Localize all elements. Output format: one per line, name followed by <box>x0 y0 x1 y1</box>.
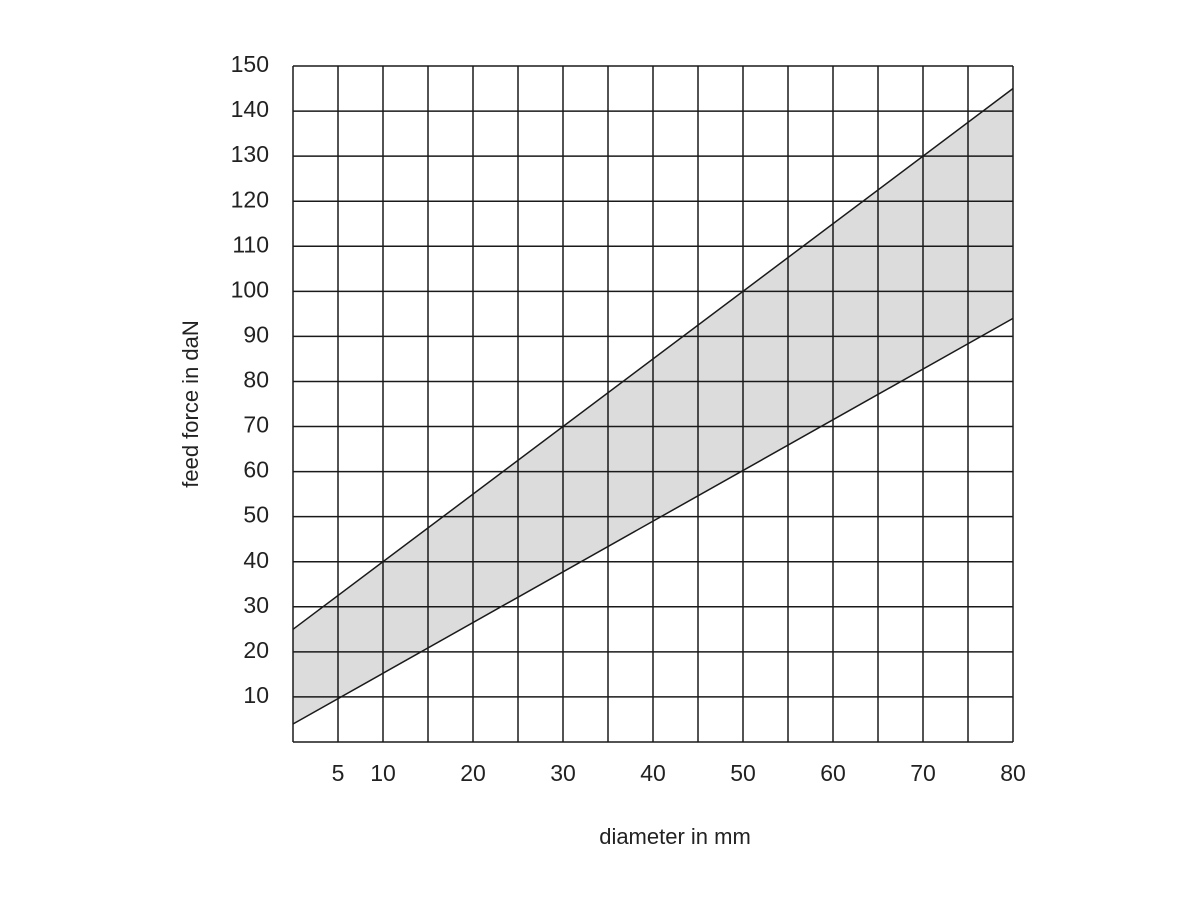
y-tick-label: 60 <box>243 457 269 483</box>
y-tick-label: 30 <box>243 592 269 618</box>
y-tick-label: 120 <box>231 186 269 212</box>
y-tick-label: 40 <box>243 547 269 573</box>
y-tick-label: 130 <box>231 141 269 167</box>
x-tick-label: 20 <box>460 760 486 786</box>
lower-line <box>292 317 1014 725</box>
y-tick-label: 100 <box>231 276 269 302</box>
y-tick-label: 70 <box>243 412 269 438</box>
x-tick-label: 60 <box>820 760 846 786</box>
x-tick-label: 70 <box>910 760 936 786</box>
y-tick-label: 10 <box>243 682 269 708</box>
y-tick-label: 110 <box>232 231 269 257</box>
y-tick-label: 80 <box>243 367 269 393</box>
x-tick-label: 5 <box>332 760 345 786</box>
x-tick-label: 10 <box>370 760 396 786</box>
x-axis-title: diameter in mm <box>599 824 751 849</box>
upper-line <box>292 87 1014 630</box>
y-axis-title: feed force in daN <box>178 320 203 488</box>
y-tick-label: 140 <box>231 96 269 122</box>
x-tick-label: 80 <box>1000 760 1026 786</box>
y-tick-label: 20 <box>243 637 269 663</box>
y-tick-label: 50 <box>243 502 269 528</box>
x-tick-label: 40 <box>640 760 666 786</box>
x-tick-label: 50 <box>730 760 756 786</box>
x-tick-label: 30 <box>550 760 576 786</box>
y-tick-label: 150 <box>231 51 269 77</box>
y-tick-label: 90 <box>243 321 269 347</box>
